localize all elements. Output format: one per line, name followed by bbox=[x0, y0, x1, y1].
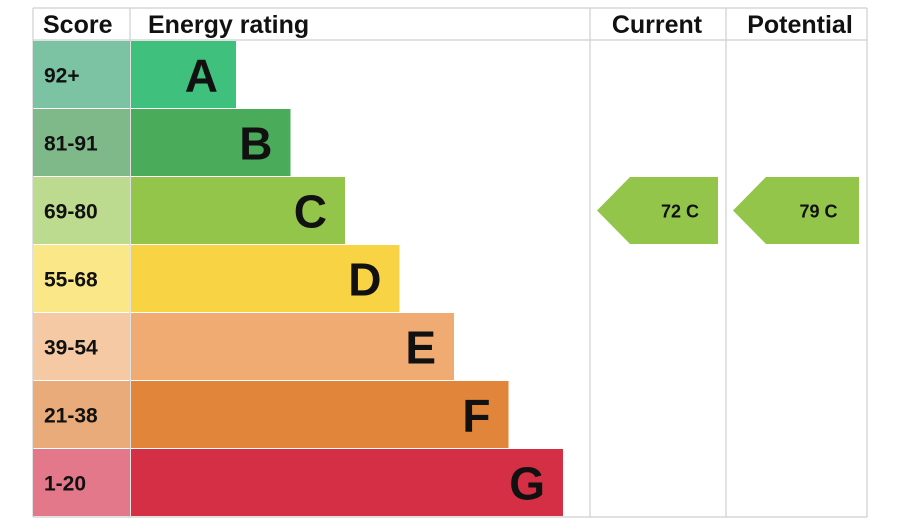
score-cell-g bbox=[33, 449, 130, 516]
score-label-d: 55-68 bbox=[44, 269, 98, 292]
score-cell-b bbox=[33, 109, 130, 176]
score-label-e: 39-54 bbox=[44, 337, 98, 360]
rating-bands: 92+ A 81-91 B 69-80 C 55-68 D 39-54 E 21-38 F 1-20 G bbox=[33, 41, 563, 516]
band-bar-d bbox=[131, 245, 400, 312]
score-label-f: 21-38 bbox=[44, 405, 98, 428]
band-letter-a: A bbox=[185, 50, 218, 102]
band-letter-g: G bbox=[509, 458, 545, 510]
score-cell-f bbox=[33, 381, 130, 448]
rating-markers: 72 C 79 C bbox=[597, 177, 859, 244]
potential-marker-label: 79 C bbox=[799, 202, 837, 222]
band-letter-c: C bbox=[294, 186, 327, 238]
score-cell-a bbox=[33, 41, 130, 108]
potential-marker bbox=[733, 177, 859, 244]
score-label-a: 92+ bbox=[44, 65, 80, 88]
score-label-c: 69-80 bbox=[44, 201, 98, 224]
band-letter-d: D bbox=[348, 254, 381, 306]
band-bar-e bbox=[131, 313, 454, 380]
band-bar-g bbox=[131, 449, 563, 516]
current-marker-label: 72 C bbox=[661, 202, 699, 222]
header-score: Score bbox=[43, 11, 113, 39]
score-cell-c bbox=[33, 177, 130, 244]
score-cell-e bbox=[33, 313, 130, 380]
band-bar-a bbox=[131, 41, 236, 108]
band-bar-f bbox=[131, 381, 509, 448]
score-label-g: 1-20 bbox=[44, 473, 86, 496]
band-letter-e: E bbox=[405, 322, 436, 374]
band-letter-b: B bbox=[239, 118, 272, 170]
header-energy-rating: Energy rating bbox=[148, 11, 309, 39]
header-potential: Potential bbox=[747, 11, 853, 39]
score-label-b: 81-91 bbox=[44, 133, 98, 156]
score-cell-d bbox=[33, 245, 130, 312]
band-bar-c bbox=[131, 177, 345, 244]
band-bar-b bbox=[131, 109, 291, 176]
header-current: Current bbox=[612, 11, 703, 39]
band-letter-f: F bbox=[462, 390, 490, 442]
current-marker bbox=[597, 177, 718, 244]
